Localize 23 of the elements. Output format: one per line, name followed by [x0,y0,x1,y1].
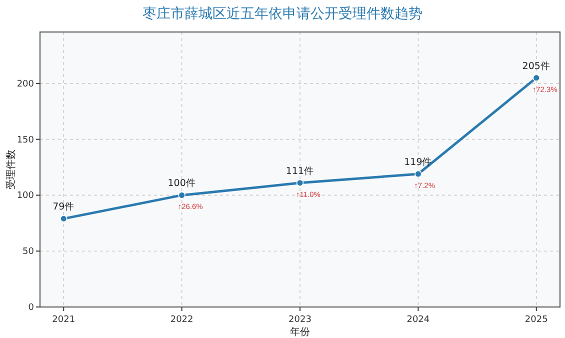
point [178,192,186,199]
y-axis-title: 受理件数 [5,150,17,190]
point [296,179,304,187]
data-label: 119件 [404,156,432,168]
x-axis-title: 年份 [290,326,310,338]
y-tick-label: 150 [16,135,34,146]
y-tick-label: 200 [16,79,34,90]
chart-title: 枣庄市薛城区近五年依申请公开受理件数趋势 [142,6,422,22]
data-label: 100件 [168,178,196,190]
data-label: 111件 [286,166,314,177]
y-tick-label: 100 [16,191,34,202]
point [532,74,540,82]
x-tick-label: 2021 [52,315,76,325]
x-tick-label: 2025 [524,315,548,325]
point [414,170,422,178]
y-tick-label: 50 [22,247,34,258]
y-tick-label: 0 [28,303,34,313]
x-tick-label: 2023 [288,315,312,325]
x-tick-label: 2022 [170,315,194,325]
data-label: 205件 [522,60,550,72]
data-label: 79件 [52,202,75,213]
point [60,215,68,222]
x-tick-label: 2024 [406,315,430,325]
